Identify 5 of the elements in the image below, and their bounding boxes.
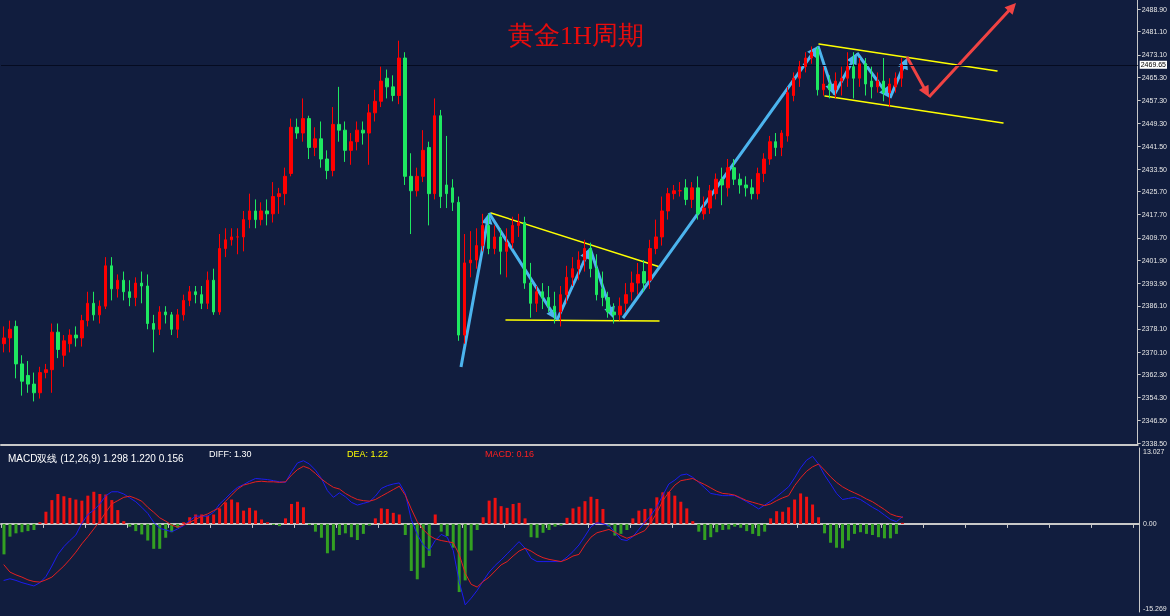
chart-title: MACD双线 (12,26,9) 1.298 1.220 0.156 [8,452,185,464]
annotation: MACD: 0.16 [485,448,535,459]
annotation: DEA: 1.22 [347,448,389,459]
text: 黄金1H周期 [508,20,644,50]
annotation: DIFF: 1.30 [209,448,252,459]
